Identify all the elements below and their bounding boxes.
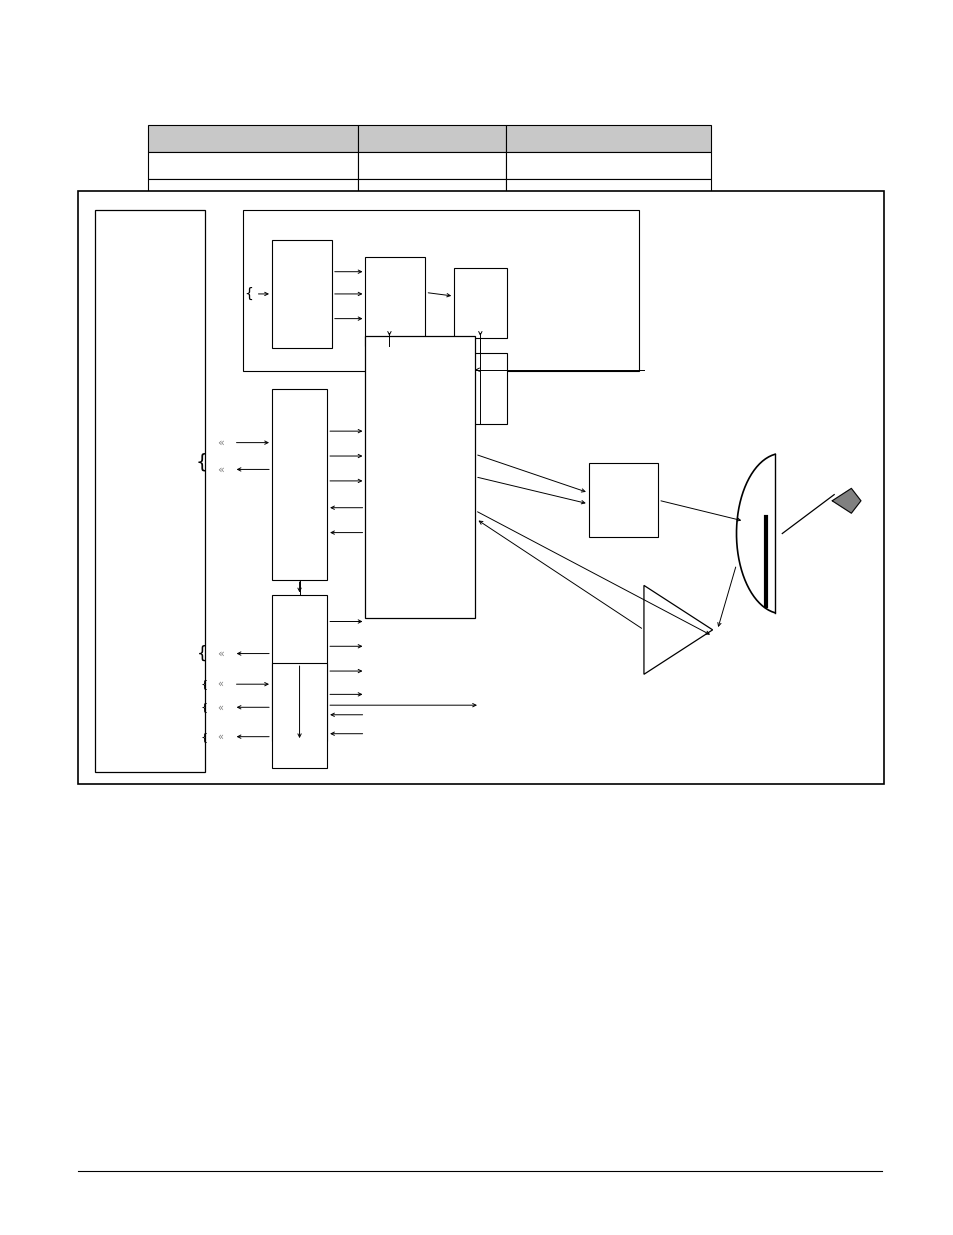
Text: {: { [197, 645, 208, 662]
Bar [272, 663, 327, 768]
Bar [243, 210, 639, 370]
Bar [365, 336, 475, 618]
Bar [454, 353, 506, 424]
Text: «: « [217, 679, 223, 689]
Bar [148, 152, 357, 179]
Bar [148, 179, 357, 206]
Bar [505, 179, 710, 206]
Bar [357, 152, 505, 179]
Bar [272, 389, 327, 580]
Bar [505, 125, 710, 152]
Text: «: « [217, 437, 224, 447]
Bar [365, 257, 425, 346]
Bar [454, 268, 506, 338]
Text: {: { [201, 703, 208, 713]
Bar [148, 125, 357, 152]
Bar [78, 191, 883, 784]
Bar [357, 179, 505, 206]
Bar [505, 152, 710, 179]
Bar [357, 125, 505, 152]
Text: «: « [217, 731, 223, 742]
Bar [272, 240, 332, 348]
Text: «: « [217, 464, 224, 474]
Bar [272, 595, 327, 741]
Text: {: { [195, 452, 208, 472]
Text: {: { [244, 287, 253, 301]
Polygon shape [831, 489, 860, 514]
Bar [588, 463, 658, 537]
Text: {: { [201, 679, 208, 689]
Bar [95, 210, 205, 772]
Text: {: { [201, 731, 208, 742]
Text: «: « [217, 703, 223, 713]
Text: «: « [217, 648, 224, 658]
